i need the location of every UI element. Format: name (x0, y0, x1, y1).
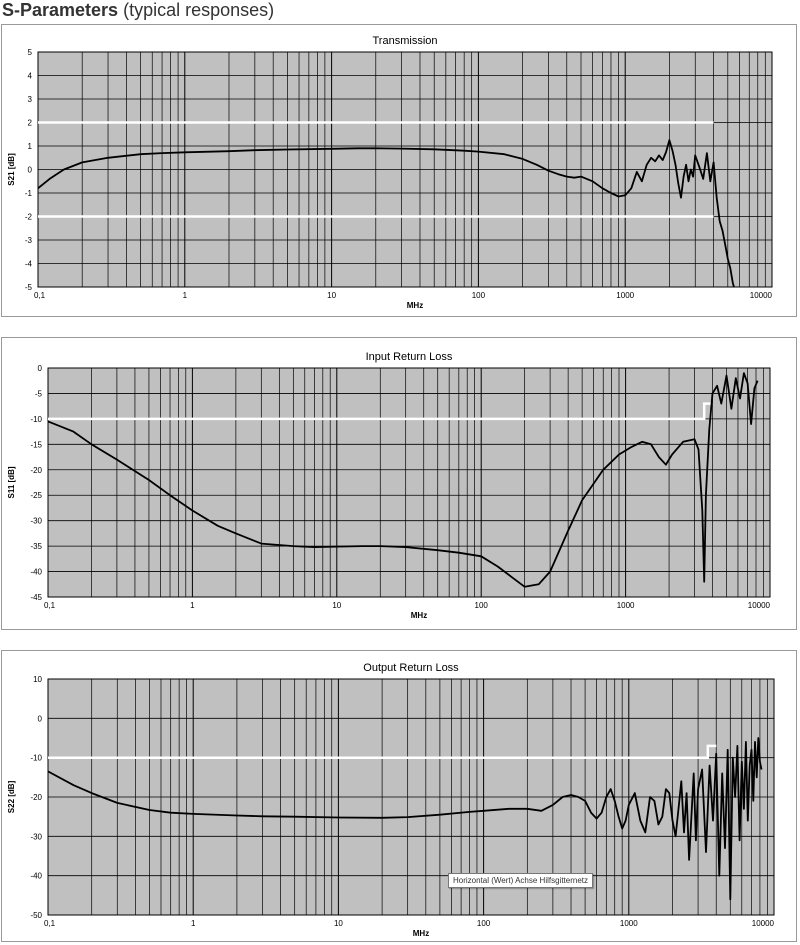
y-tick-label: -40 (30, 568, 42, 577)
y-tick-label: -4 (25, 260, 33, 269)
y-tick-label: -5 (35, 389, 43, 398)
x-tick-label: 0,1 (34, 291, 46, 300)
y-tick-label: -3 (25, 236, 33, 245)
x-tick-label: 0,1 (44, 919, 56, 928)
y-tick-label: 0 (28, 166, 33, 175)
y-tick-label: 2 (28, 119, 33, 128)
x-tick-label: 1 (183, 291, 188, 300)
y-tick-label: -15 (30, 440, 42, 449)
x-tick-label: 1000 (617, 601, 635, 610)
y-tick-label: -30 (30, 832, 42, 841)
x-tick-label: 100 (472, 291, 486, 300)
spec-limit-line (48, 744, 717, 759)
y-axis-label: S11 [dB] (7, 466, 16, 498)
x-axis-label: MHz (411, 611, 427, 620)
output-return-loss-chart-panel: Output Return Loss 10 0 -10 -20 -30 -40 -50 0,1 1… (1, 650, 797, 942)
x-tick-label: 10000 (748, 601, 771, 610)
chart-title: Output Return Loss (363, 662, 459, 674)
x-tick-label: 100 (477, 919, 491, 928)
x-tick-label: 100 (475, 601, 489, 610)
y-tick-label: 0 (38, 714, 43, 723)
x-axis-label: MHz (407, 301, 423, 310)
chart-title: Transmission (373, 35, 438, 47)
input-return-loss-chart-panel: Input Return Loss 0 -5 -10 -15 -20 -25 -30 -35 -4… (1, 337, 797, 630)
x-tick-label: 10000 (752, 919, 775, 928)
y-tick-label: -2 (25, 213, 33, 222)
series-line (48, 372, 759, 588)
page-title: S-Parameters (typical responses) (2, 0, 274, 20)
page-title-sub: (typical responses) (118, 0, 275, 20)
y-tick-label: -45 (30, 593, 42, 602)
y-tick-label: -40 (30, 872, 42, 881)
y-tick-label: 5 (28, 48, 33, 57)
x-tick-label: 10 (327, 291, 336, 300)
transmission-chart-panel: Transmission 5 4 3 2 1 0 -1 -2 -3 -4 -5 0,1 1 10 100 100… (1, 24, 797, 317)
y-tick-label: -50 (30, 911, 42, 920)
y-tick-label: -10 (30, 754, 42, 763)
y-axis-label: S21 [dB] (7, 153, 16, 186)
x-tick-label: 1000 (620, 919, 638, 928)
y-tick-label: -5 (25, 283, 33, 292)
y-tick-label: -30 (30, 517, 42, 526)
x-tick-label: 10000 (750, 291, 773, 300)
input-return-loss-chart: Input Return Loss 0 -5 -10 -15 -20 -25 -30 -35 -4… (7, 351, 771, 620)
page-title-main: S-Parameters (2, 0, 119, 20)
x-axis-label: MHz (413, 929, 429, 938)
x-tick-label: 1000 (616, 291, 634, 300)
y-axis-label: S22 [dB] (7, 780, 16, 813)
x-tick-label: 10 (334, 919, 343, 928)
y-tick-label: -35 (30, 542, 42, 551)
x-tick-label: 10 (332, 601, 341, 610)
y-tick-label: -1 (25, 189, 33, 198)
chart-title: Input Return Loss (366, 351, 453, 363)
y-tick-label: -10 (30, 415, 42, 424)
y-tick-label: -25 (30, 491, 42, 500)
y-tick-label: 1 (28, 142, 33, 151)
y-tick-label: -20 (30, 466, 42, 475)
y-tick-label: 4 (28, 72, 33, 81)
x-tick-label: 0,1 (44, 601, 56, 610)
y-tick-label: -20 (30, 793, 42, 802)
plot-area (47, 367, 771, 598)
x-tick-label: 1 (190, 601, 195, 610)
series-line (38, 139, 735, 287)
spec-limit-line (48, 402, 713, 421)
series-line (48, 737, 763, 901)
gridline-tooltip: Horizontal (Wert) Achse Hilfsgitternetz (448, 873, 594, 888)
x-tick-label: 1 (191, 919, 196, 928)
y-tick-label: 3 (28, 95, 33, 104)
y-tick-label: 0 (38, 364, 43, 373)
y-tick-label: 10 (33, 675, 42, 684)
